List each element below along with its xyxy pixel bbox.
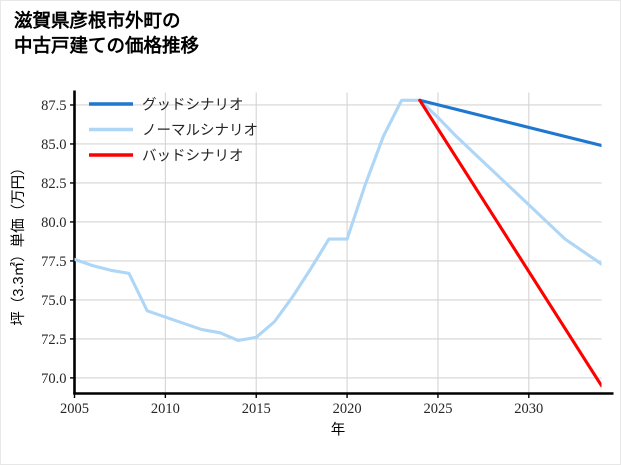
series-line-bad (418, 98, 602, 388)
axis-titles: 年 坪（3.3㎡）単価（万円） (10, 160, 345, 438)
series-line-good (418, 98, 602, 148)
y-tick-label: 82.5 (41, 176, 66, 192)
y-tick-label: 87.5 (41, 98, 66, 114)
x-tick-label: 2025 (423, 401, 452, 417)
x-tick-label: 2030 (514, 401, 543, 417)
x-axis-ticks: 2005 2010 2015 2020 2025 2030 (60, 393, 543, 417)
y-tick-label: 70.0 (41, 371, 66, 387)
y-axis-ticks: 70.0 72.5 75.0 77.5 80.0 82.5 85.0 87.5 (41, 98, 75, 387)
y-tick-label: 77.5 (41, 254, 66, 270)
y-axis-title: 坪（3.3㎡）単価（万円） (10, 160, 27, 325)
y-tick-label: 75.0 (41, 293, 66, 309)
x-tick-label: 2015 (242, 401, 271, 417)
page-title: 滋賀県彦根市外町の 中古戸建ての価格推移 (14, 10, 200, 56)
y-tick-label: 85.0 (41, 137, 66, 153)
grid-lines (73, 92, 602, 394)
y-tick-label: 80.0 (41, 215, 66, 231)
x-tick-label: 2010 (151, 401, 180, 417)
x-tick-label: 2005 (60, 401, 89, 417)
y-tick-label: 72.5 (41, 332, 66, 348)
legend-label: ノーマルシナリオ (142, 123, 258, 139)
legend-label: バッドシナリオ (142, 148, 244, 164)
series-line-normal (74, 98, 602, 343)
x-axis-title: 年 (331, 422, 346, 439)
data-series (74, 98, 602, 388)
x-tick-label: 2020 (333, 401, 362, 417)
legend-label: グッドシナリオ (142, 96, 244, 113)
plot-axes (73, 90, 614, 395)
